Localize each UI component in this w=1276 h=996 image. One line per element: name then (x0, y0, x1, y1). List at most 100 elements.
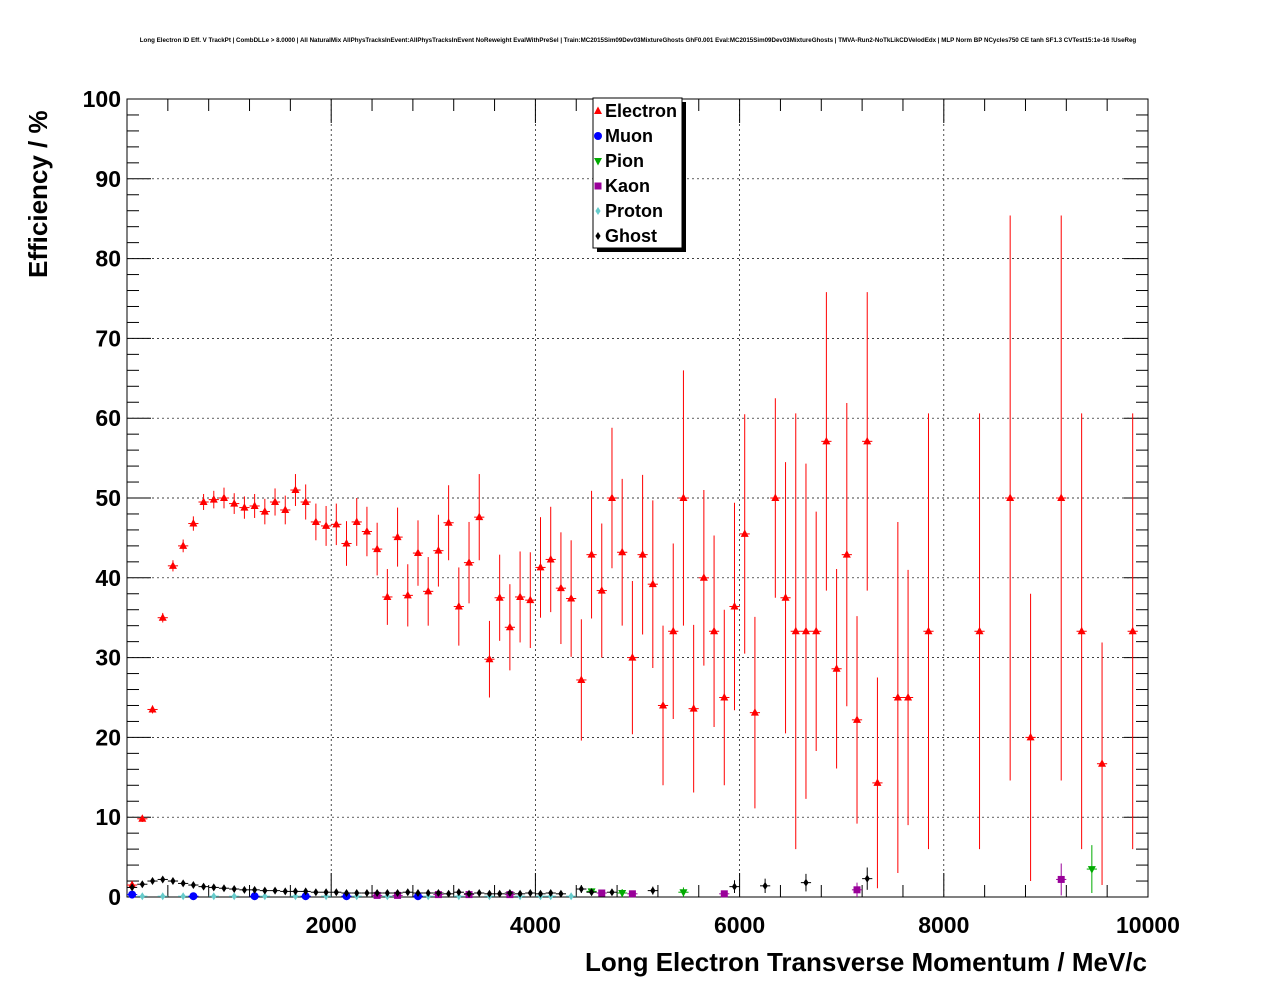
axis-ticks (126, 98, 1149, 898)
data-point (292, 887, 299, 896)
legend-label: Proton (605, 201, 663, 221)
data-point (303, 887, 309, 896)
legend-entry-ghost: Ghost (595, 226, 657, 246)
data-point (527, 889, 533, 898)
data-point (587, 550, 596, 558)
data-point (425, 889, 431, 898)
legend-entry-electron: Electron (594, 101, 677, 121)
data-points (127, 215, 1138, 901)
data-point (598, 889, 606, 897)
data-point (189, 519, 198, 527)
y-tick-label: 0 (108, 884, 121, 910)
legend-label: Electron (605, 101, 677, 121)
data-point (403, 590, 412, 599)
legend-marker (594, 106, 602, 114)
series-ghost (127, 867, 873, 898)
data-point (731, 882, 738, 891)
data-point (924, 626, 933, 635)
data-point (189, 892, 198, 901)
y-tick-label: 10 (95, 804, 121, 830)
data-point (975, 626, 984, 635)
data-point (413, 548, 422, 557)
legend: Electron Muon Pion Kaon Proton Ghost (592, 97, 686, 252)
legend-entry-pion: Pion (594, 151, 644, 171)
data-point (301, 892, 310, 901)
data-point (313, 888, 319, 897)
y-tick-label: 80 (95, 246, 121, 272)
data-point (669, 626, 678, 635)
data-point (301, 497, 310, 505)
data-point (271, 497, 280, 505)
y-tick-label: 90 (95, 166, 121, 192)
data-point (139, 880, 145, 889)
data-point (373, 544, 382, 553)
data-point (618, 547, 627, 556)
data-point (180, 879, 186, 888)
data-point (812, 626, 821, 635)
data-point (679, 889, 688, 897)
y-tick-label: 70 (95, 325, 121, 351)
data-point (343, 889, 350, 898)
data-point (497, 889, 503, 898)
data-point (720, 693, 729, 701)
data-point (342, 538, 351, 547)
chart-title: Long Electron ID Eff. V TrackPt | CombDL… (140, 37, 1137, 44)
y-tick-label: 60 (95, 405, 121, 431)
data-point (252, 885, 258, 894)
data-point (1077, 626, 1086, 635)
y-axis-label: Efficiency / % (23, 110, 53, 278)
data-point (333, 888, 339, 897)
data-point (128, 890, 137, 899)
data-point (424, 586, 433, 595)
data-point (578, 885, 584, 894)
y-tick-label: 100 (83, 86, 121, 112)
series-pion (586, 845, 1097, 898)
data-point (485, 654, 494, 663)
data-point (822, 436, 831, 445)
data-point (168, 561, 177, 569)
data-point (446, 889, 452, 898)
data-point (607, 493, 616, 501)
data-point (352, 517, 361, 525)
data-point (405, 888, 411, 897)
data-point (231, 892, 237, 901)
data-point (444, 518, 453, 526)
data-point (250, 892, 259, 901)
data-point (148, 704, 157, 713)
data-point (1087, 866, 1096, 874)
data-point (138, 814, 147, 822)
data-point (486, 889, 493, 898)
legend-box (592, 97, 683, 249)
data-point (546, 554, 555, 563)
data-point (393, 532, 402, 541)
data-point (536, 562, 545, 571)
data-point (588, 888, 595, 897)
data-point (750, 708, 759, 716)
data-point (628, 653, 637, 661)
data-point (904, 693, 913, 701)
data-point (679, 493, 688, 501)
data-point (791, 626, 800, 635)
y-tick-label: 20 (95, 724, 121, 750)
data-point (180, 892, 186, 901)
data-point (577, 675, 586, 683)
data-point (650, 886, 656, 895)
data-point (291, 485, 300, 494)
data-point (200, 882, 207, 891)
data-point (893, 693, 902, 701)
legend-label: Ghost (605, 226, 657, 246)
data-point (558, 889, 564, 898)
legend-label: Muon (605, 126, 653, 146)
data-point (517, 889, 523, 898)
data-point (689, 704, 698, 712)
data-point (160, 875, 166, 884)
data-point (262, 886, 268, 895)
data-point (1128, 626, 1137, 635)
data-point (1006, 493, 1015, 501)
data-point (250, 501, 259, 509)
data-point (638, 550, 647, 558)
legend-marker (594, 158, 602, 166)
data-point (567, 594, 576, 602)
data-point (842, 550, 851, 558)
